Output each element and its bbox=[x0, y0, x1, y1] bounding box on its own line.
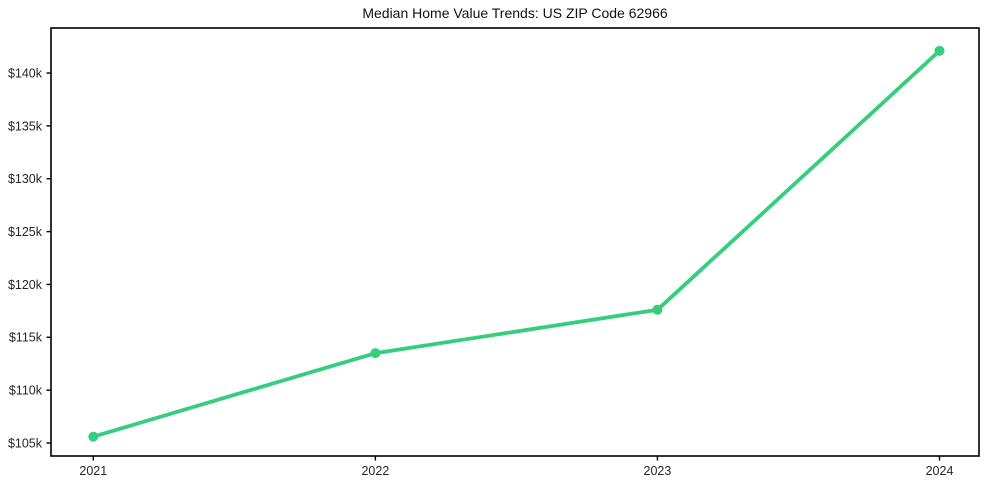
y-tick-label: $130k bbox=[8, 172, 43, 186]
y-tick-label: $105k bbox=[8, 436, 43, 450]
data-point-marker bbox=[88, 431, 99, 442]
y-tick-label: $125k bbox=[8, 225, 43, 239]
x-tick-label: 2024 bbox=[926, 464, 954, 478]
x-tick-label: 2023 bbox=[644, 464, 672, 478]
data-point-marker bbox=[370, 348, 381, 359]
y-tick-label: $140k bbox=[8, 66, 43, 80]
x-tick-label: 2022 bbox=[361, 464, 389, 478]
y-tick-label: $110k bbox=[9, 384, 43, 398]
plot-area: $105k $110k $115k $120k $125k $130k $135k $140k… bbox=[8, 27, 980, 478]
data-point-marker bbox=[652, 304, 663, 315]
plot-frame bbox=[50, 27, 980, 457]
x-tick-label: 2021 bbox=[79, 464, 107, 478]
series-line bbox=[91, 48, 942, 439]
chart-title: Median Home Value Trends: US ZIP Code 62… bbox=[362, 5, 668, 21]
y-tick-label: $115k bbox=[9, 331, 43, 345]
y-tick-label: $120k bbox=[8, 278, 43, 292]
y-tick-label: $135k bbox=[8, 119, 43, 133]
data-point-marker bbox=[934, 45, 945, 56]
